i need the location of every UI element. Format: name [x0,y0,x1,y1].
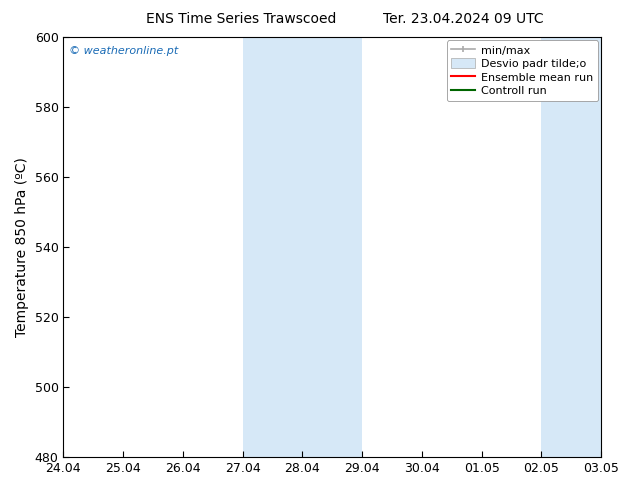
Bar [541,37,634,457]
Bar [243,37,362,457]
Text: ENS Time Series Trawscoed: ENS Time Series Trawscoed [146,12,336,26]
Text: © weatheronline.pt: © weatheronline.pt [69,46,178,55]
Text: Ter. 23.04.2024 09 UTC: Ter. 23.04.2024 09 UTC [382,12,543,26]
Legend: min/max, Desvio padr tilde;o, Ensemble mean run, Controll run: min/max, Desvio padr tilde;o, Ensemble m… [446,41,598,101]
Y-axis label: Temperature 850 hPa (ºC): Temperature 850 hPa (ºC) [15,157,29,337]
